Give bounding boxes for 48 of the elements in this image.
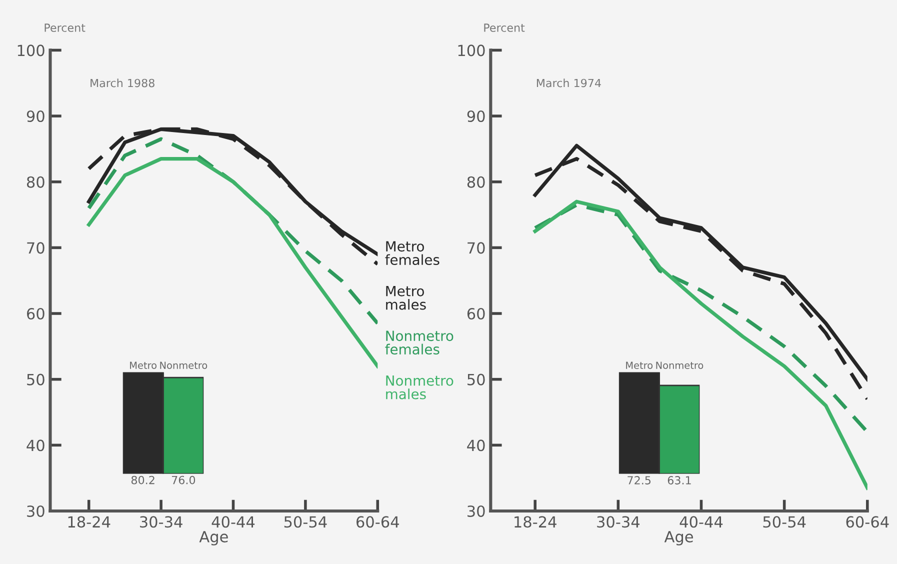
x-tick-label: 60-64 [846, 516, 889, 528]
y-tick-label: 40 [26, 440, 44, 452]
x-tick-label: 40-44 [212, 516, 255, 528]
x-axis-title: Age [199, 531, 228, 546]
x-tick-label: 18-24 [68, 516, 110, 528]
x-tick-label: 40-44 [680, 516, 723, 528]
x-tick-label: Nonmetro [160, 362, 208, 369]
line-series [533, 200, 868, 490]
x-tick-label: 18-24 [514, 516, 556, 528]
x-tick-label: 60-64 [356, 516, 399, 528]
text: March 1974 [536, 78, 601, 88]
x-tick-label: 30-34 [597, 516, 640, 528]
line-series [533, 203, 868, 434]
data-label: 76.0 [172, 476, 196, 484]
series-label: Metro females [385, 241, 440, 266]
y-tick-label: 30 [468, 505, 485, 518]
data-label: 63.1 [668, 476, 691, 484]
x-tick-label: 50-54 [763, 516, 806, 528]
y-axis-title: Percent [484, 24, 525, 32]
data-label: 80.2 [131, 476, 154, 484]
line-series [87, 157, 378, 368]
y-tick-label: 90 [26, 110, 44, 122]
series-label: Nonmetro females [385, 330, 454, 355]
x-tick-label: Metro [130, 362, 156, 369]
y-tick-label: 80 [467, 176, 485, 188]
x-tick-label: 30-34 [140, 516, 182, 528]
y-tick-label: 100 [18, 44, 44, 56]
x-tick-label: Nonmetro [656, 362, 704, 369]
y-tick-label: 100 [458, 44, 485, 56]
series-label: Metro males [386, 286, 426, 310]
y-tick-label: 50 [468, 374, 485, 386]
y-tick-label: 50 [27, 374, 44, 386]
series-label: Nonmetro males [386, 376, 454, 400]
data-label: 72.5 [628, 476, 651, 484]
line-series [87, 137, 378, 326]
x-tick-label: Metro [626, 362, 653, 369]
y-tick-label: 70 [468, 242, 485, 254]
x-tick-label: 50-54 [284, 516, 327, 528]
y-axis-title: Percent [44, 24, 86, 32]
y-tick-label: 40 [467, 440, 485, 452]
y-tick-label: 60 [467, 308, 485, 320]
y-tick-label: 60 [26, 308, 44, 320]
y-tick-label: 90 [467, 110, 485, 122]
y-tick-label: 30 [27, 505, 44, 518]
text: March 1988 [90, 78, 154, 88]
y-tick-label: 70 [27, 242, 44, 254]
y-tick-label: 80 [26, 176, 44, 188]
x-axis-title: Age [664, 531, 693, 546]
